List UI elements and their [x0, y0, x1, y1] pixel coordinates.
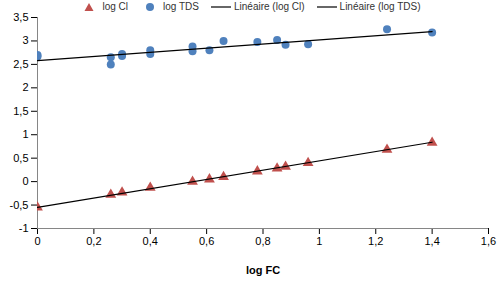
svg-text:3: 3 [22, 34, 28, 46]
html-text:Linéaire (log TDS): Linéaire (log TDS) [339, 1, 421, 12]
svg-text:1,5: 1,5 [13, 105, 28, 117]
svg-text:0,2: 0,2 [86, 235, 101, 247]
svg-text:log FC: log FC [246, 264, 280, 276]
svg-text:1: 1 [22, 128, 28, 140]
html-text:log TDS: log TDS [163, 1, 199, 12]
html-text:Linéaire (log Cl): Linéaire (log Cl) [234, 1, 305, 12]
svg-text:0,5: 0,5 [13, 152, 28, 164]
html-text:log Cl: log Cl [102, 1, 128, 12]
svg-text:3,5: 3,5 [13, 11, 28, 23]
svg-text:0: 0 [22, 175, 28, 187]
svg-text:2: 2 [22, 81, 28, 93]
svg-text:1,4: 1,4 [424, 235, 439, 247]
svg-text:1,6: 1,6 [481, 235, 496, 247]
svg-text:0: 0 [34, 235, 40, 247]
svg-text:2,5: 2,5 [13, 58, 28, 70]
svg-text:0,8: 0,8 [255, 235, 270, 247]
svg-text:-1: -1 [19, 222, 29, 234]
svg-text:1,2: 1,2 [368, 235, 383, 247]
svg-text:0,4: 0,4 [143, 235, 158, 247]
svg-text:-0,5: -0,5 [10, 199, 29, 211]
svg-text:1: 1 [316, 235, 322, 247]
svg-text:0,6: 0,6 [199, 235, 214, 247]
